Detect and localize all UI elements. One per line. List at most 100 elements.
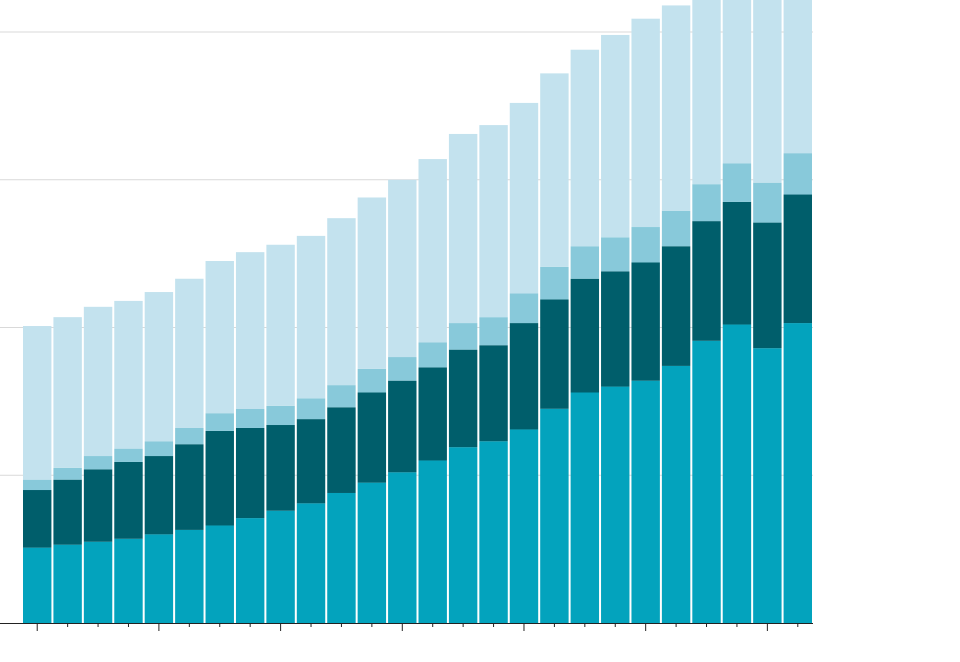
bar-23-series-4 (692, 0, 721, 185)
bar-1-series-1 (23, 547, 52, 623)
bar-5-series-1 (144, 534, 174, 623)
bar-17-series-1 (509, 429, 539, 623)
bar-22-series-1 (661, 365, 691, 623)
bar-14-series-4 (418, 159, 447, 343)
bar-5-series-3 (144, 441, 174, 457)
bar-13-series-4 (388, 179, 417, 358)
bar-15-series-3 (448, 323, 478, 350)
bar-10-series-1 (296, 503, 326, 623)
bar-9-series-4 (266, 244, 295, 406)
bar-9-series-2 (266, 425, 295, 511)
bar-3-series-3 (83, 456, 113, 470)
bar-21-series-4 (631, 18, 660, 228)
bar-16-series-1 (479, 441, 508, 623)
bar-21-series-1 (631, 380, 660, 623)
bar-25-series-4 (753, 0, 782, 183)
bar-11-series-3 (327, 385, 356, 408)
bar-4-series-4 (114, 300, 143, 449)
bar-12-series-4 (357, 197, 387, 369)
bar-18-series-1 (540, 408, 569, 623)
bar-7-series-2 (205, 430, 234, 526)
bar-3-series-4 (83, 306, 113, 457)
bar-5-series-4 (144, 292, 174, 442)
bar-22-series-3 (661, 210, 691, 247)
bar-3-series-2 (83, 469, 113, 542)
bar-24-series-3 (722, 163, 752, 202)
bar-14-series-3 (418, 342, 447, 368)
bar-1-series-3 (23, 479, 52, 491)
bar-4-series-1 (114, 538, 143, 623)
bar-26-series-1 (783, 323, 812, 623)
bar-7-series-1 (205, 525, 234, 623)
bar-25-series-3 (753, 182, 782, 223)
bar-12-series-3 (357, 368, 387, 393)
bar-2-series-4 (53, 317, 82, 468)
bar-23-series-2 (692, 221, 721, 341)
bar-18-series-4 (540, 73, 569, 267)
bar-6-series-4 (175, 278, 204, 428)
bar-7-series-4 (205, 261, 234, 414)
bar-20-series-1 (601, 386, 630, 623)
bar-22-series-4 (661, 5, 691, 211)
bar-11-series-4 (327, 218, 356, 386)
bar-19-series-2 (570, 278, 600, 393)
bar-9-series-1 (266, 510, 295, 623)
bar-10-series-3 (296, 398, 326, 420)
bar-25-series-1 (753, 348, 782, 623)
bar-7-series-3 (205, 413, 234, 431)
bar-22-series-2 (661, 246, 691, 366)
bar-17-series-3 (509, 293, 539, 324)
bar-1-series-2 (23, 490, 52, 548)
bar-2-series-1 (53, 544, 82, 623)
bar-4-series-2 (114, 461, 143, 539)
bar-8-series-2 (235, 427, 265, 519)
bar-23-series-1 (692, 340, 721, 623)
bar-21-series-3 (631, 227, 660, 263)
bar-13-series-3 (388, 357, 417, 381)
bar-13-series-1 (388, 472, 417, 623)
bars (23, 0, 812, 623)
bar-10-series-4 (296, 235, 326, 399)
bar-14-series-1 (418, 460, 447, 623)
bar-20-series-2 (601, 271, 630, 387)
bar-15-series-1 (448, 447, 478, 623)
bar-6-series-3 (175, 427, 204, 445)
bar-25-series-2 (753, 222, 782, 349)
bar-11-series-2 (327, 407, 356, 493)
bar-18-series-3 (540, 266, 569, 300)
bar-26-series-4 (783, 0, 812, 154)
bar-15-series-2 (448, 349, 478, 448)
bar-4-series-3 (114, 448, 143, 462)
bar-16-series-4 (479, 125, 508, 318)
bar-26-series-2 (783, 194, 812, 324)
bar-13-series-2 (388, 380, 417, 473)
bar-20-series-3 (601, 237, 630, 272)
bar-6-series-2 (175, 444, 204, 530)
bar-8-series-1 (235, 518, 265, 623)
bar-17-series-2 (509, 323, 539, 430)
bar-16-series-3 (479, 317, 508, 346)
bar-11-series-1 (327, 492, 356, 623)
bar-18-series-2 (540, 299, 569, 409)
bar-1-series-4 (23, 326, 52, 480)
bar-21-series-2 (631, 262, 660, 381)
bar-5-series-2 (144, 456, 174, 535)
bar-3-series-1 (83, 541, 113, 623)
bar-16-series-2 (479, 345, 508, 442)
x-axis (0, 623, 813, 631)
bar-19-series-3 (570, 246, 600, 279)
bar-19-series-4 (570, 49, 600, 247)
bar-8-series-3 (235, 408, 265, 428)
bar-14-series-2 (418, 367, 447, 461)
bar-19-series-1 (570, 392, 600, 623)
bar-26-series-3 (783, 153, 812, 195)
bar-9-series-3 (266, 405, 295, 426)
bar-17-series-4 (509, 102, 539, 294)
bar-23-series-3 (692, 184, 721, 222)
bar-24-series-1 (722, 324, 752, 623)
bar-2-series-2 (53, 479, 82, 545)
bar-6-series-1 (175, 529, 204, 623)
bar-2-series-3 (53, 467, 82, 480)
